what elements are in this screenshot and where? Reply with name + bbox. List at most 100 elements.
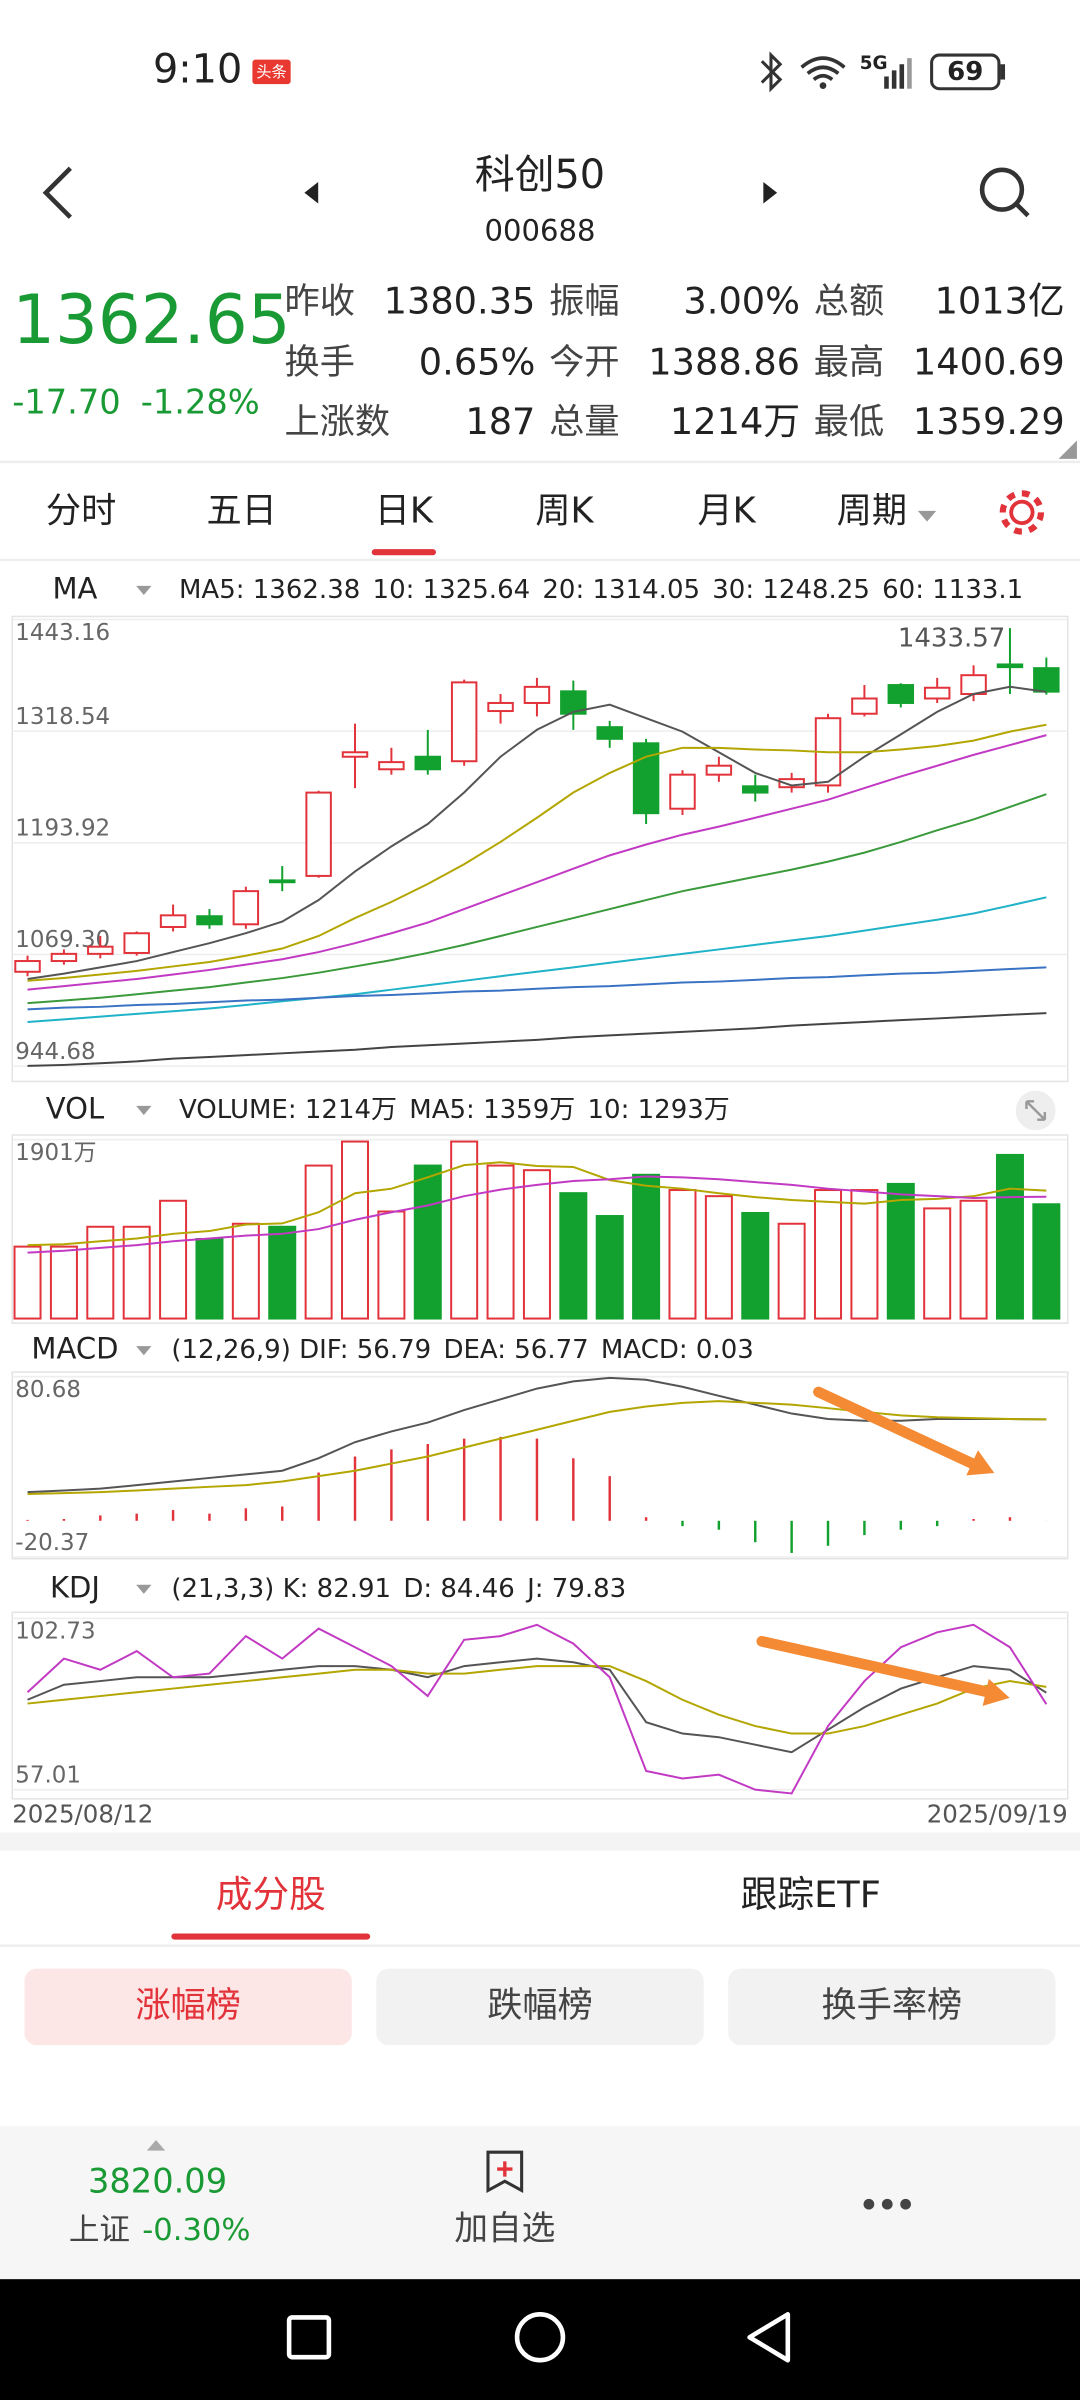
volume-bar: [522, 1169, 551, 1320]
period-tab[interactable]: 五日: [207, 490, 277, 531]
network-type: 5G: [860, 53, 888, 74]
legend-item: VOLUME: 1214万: [179, 1095, 397, 1125]
settings-button[interactable]: [999, 490, 1045, 535]
legend-item: MA5: 1362.38: [179, 575, 360, 605]
annotation-arrow: [813, 1386, 995, 1476]
volume-bar: [1032, 1203, 1061, 1320]
rank-button[interactable]: 换手率榜: [821, 1985, 962, 2026]
battery-level: 69: [947, 57, 983, 87]
indicator-line: [27, 1161, 1047, 1247]
indicator-name: MA: [52, 571, 97, 605]
volume-bar: [377, 1210, 406, 1320]
section-gap: [0, 1832, 1080, 1851]
stat-label: 上涨数: [285, 402, 391, 443]
index-change[interactable]: -0.30%: [142, 2213, 250, 2248]
next-button[interactable]: [763, 182, 778, 204]
period-dropdown[interactable]: [917, 510, 937, 522]
period-tab[interactable]: 周K: [535, 490, 594, 531]
indicator-line: [27, 966, 1047, 1011]
bottom-bar: [0, 2126, 1080, 2280]
candle-body: [851, 697, 878, 715]
prev-button[interactable]: [304, 182, 319, 204]
status-time: 9:10: [153, 46, 242, 92]
indicator-line: [27, 1665, 1047, 1735]
header-code: 000688: [485, 214, 596, 248]
back-button[interactable]: [42, 166, 72, 219]
volume-bar: [450, 1140, 479, 1320]
stat-label: 今开: [549, 342, 619, 383]
annotation-arrow: [756, 1635, 1010, 1706]
candle-body: [560, 690, 587, 715]
rank-button-bg[interactable]: [376, 1968, 704, 2046]
status-badge: 头条: [256, 63, 287, 81]
candle-body: [742, 785, 769, 794]
volume-bar: [850, 1189, 879, 1320]
volume-bar: [704, 1195, 733, 1320]
index-name[interactable]: 上证: [69, 2213, 130, 2248]
indicator-line: [27, 1400, 1047, 1495]
more-button[interactable]: [863, 2198, 911, 2210]
y-tick-label: 1901万: [15, 1140, 96, 1166]
index-price[interactable]: 3820.09: [88, 2161, 227, 2200]
period-tab[interactable]: 日K: [375, 490, 434, 531]
chart-panel: VOL VOLUME: 1214万 MA5: 1359万 10: 1293万 1901万: [11, 1092, 1069, 1324]
volume-bar: [122, 1225, 151, 1320]
sub-tab[interactable]: 成分股: [216, 1873, 326, 1916]
indicator-dropdown[interactable]: [136, 1584, 152, 1594]
volume-bar: [741, 1212, 770, 1320]
rank-button-bg[interactable]: [24, 1968, 352, 2046]
period-tab[interactable]: 分时: [46, 490, 116, 531]
candle-body: [1033, 667, 1060, 693]
price: 1362.65: [12, 281, 290, 359]
badge-bg: [252, 59, 291, 85]
legend-item: D: 84.46: [403, 1574, 514, 1604]
candle-body: [14, 960, 41, 973]
wifi-dot: [819, 82, 827, 90]
period-tabs: 分时 五日 日K 周K 月K 周期: [46, 490, 907, 556]
y-tick-label: 1443.16: [15, 620, 110, 646]
legend-item: DEA: 56.77: [443, 1335, 588, 1365]
stat-value: 1214万: [670, 400, 800, 443]
ticker-expand[interactable]: [146, 2139, 166, 2151]
add-watch[interactable]: 加自选: [454, 2209, 555, 2248]
nav-recent[interactable]: [286, 2315, 332, 2360]
search-button[interactable]: [979, 167, 1030, 218]
candle-body: [159, 914, 187, 928]
panel-frame: [11, 615, 1069, 1083]
sub-tab-indicator: [171, 1933, 371, 1940]
sub-tab[interactable]: 跟踪ETF: [741, 1873, 881, 1916]
wifi-icon: [800, 56, 846, 82]
volume-bar: [886, 1182, 915, 1320]
indicator-dropdown[interactable]: [136, 1346, 152, 1356]
period-tab[interactable]: 周期: [837, 490, 907, 531]
panel-frame: [11, 1134, 1069, 1324]
rank-button-bg[interactable]: [728, 1968, 1056, 2046]
nav-home[interactable]: [514, 2312, 566, 2363]
price-change: -17.70: [12, 382, 120, 421]
indicator-name: VOL: [46, 1092, 105, 1126]
stat-value: 187: [465, 400, 535, 443]
candle-body: [123, 932, 150, 954]
expand-button[interactable]: [1015, 1090, 1056, 1131]
indicator-dropdown[interactable]: [136, 585, 152, 596]
volume-bar: [341, 1140, 370, 1320]
nav-back[interactable]: [747, 2312, 791, 2363]
add-watch-icon[interactable]: [486, 2150, 524, 2194]
volume-bar: [195, 1238, 224, 1320]
stat-label: 昨收: [285, 281, 355, 322]
tab-indicator: [371, 549, 436, 556]
legend-item: MACD: 0.03: [601, 1335, 754, 1365]
indicator-line: [27, 734, 1047, 991]
indicator-dropdown[interactable]: [136, 1105, 152, 1116]
indicator-line: [27, 685, 1047, 980]
stat-label: 总额: [814, 281, 884, 322]
indicator-line: [27, 1175, 1047, 1254]
y-tick-label: -20.37: [15, 1530, 89, 1556]
volume-bar: [268, 1225, 297, 1320]
rank-button[interactable]: 跌幅榜: [487, 1985, 593, 2026]
rank-button[interactable]: 涨幅榜: [135, 1985, 241, 2026]
volume-bar: [632, 1173, 661, 1320]
period-tab[interactable]: 月K: [698, 490, 757, 531]
panel-frame: [11, 1611, 1069, 1800]
